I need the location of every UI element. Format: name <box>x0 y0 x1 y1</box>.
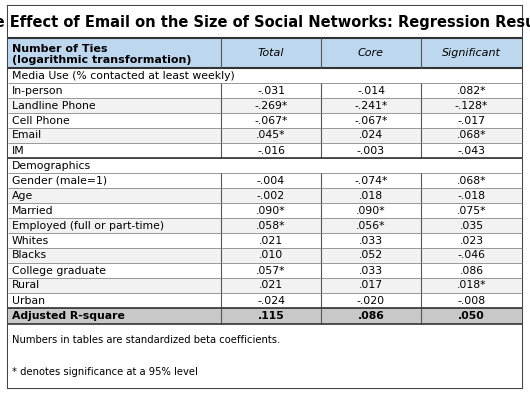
Text: .052: .052 <box>359 251 383 260</box>
Text: -.002: -.002 <box>257 191 285 201</box>
Bar <box>8 188 522 203</box>
Text: Rural: Rural <box>12 281 40 290</box>
Bar <box>8 308 522 324</box>
Text: Email: Email <box>12 130 42 141</box>
Text: .086: .086 <box>358 311 384 321</box>
Text: .057*: .057* <box>256 266 286 275</box>
Text: .035: .035 <box>460 221 483 230</box>
Text: Cell Phone: Cell Phone <box>12 115 70 126</box>
Text: .075*: .075* <box>457 206 486 216</box>
Text: * denotes significance at a 95% level: * denotes significance at a 95% level <box>12 367 198 377</box>
Text: The Effect of Email on the Size of Social Networks: Regression Results: The Effect of Email on the Size of Socia… <box>0 15 530 30</box>
Text: -.004: -.004 <box>257 175 285 186</box>
Text: Media Use (% contacted at least weekly): Media Use (% contacted at least weekly) <box>12 71 235 80</box>
Text: Married: Married <box>12 206 54 216</box>
Bar <box>8 263 522 278</box>
Text: .058*: .058* <box>256 221 286 230</box>
Text: -.024: -.024 <box>257 296 285 305</box>
Text: .090*: .090* <box>356 206 386 216</box>
Text: .068*: .068* <box>457 175 486 186</box>
Text: Adjusted R-square: Adjusted R-square <box>12 311 125 321</box>
Text: Gender (male=1): Gender (male=1) <box>12 175 107 186</box>
Text: College graduate: College graduate <box>12 266 106 275</box>
Text: Total: Total <box>258 48 284 58</box>
Text: Urban: Urban <box>12 296 45 305</box>
Bar <box>8 324 522 388</box>
Bar <box>8 203 522 218</box>
Text: .045*: .045* <box>256 130 286 141</box>
Bar <box>8 98 522 113</box>
Text: -.046: -.046 <box>457 251 485 260</box>
Text: -.043: -.043 <box>457 145 485 156</box>
Bar <box>8 113 522 128</box>
Text: .023: .023 <box>460 236 483 245</box>
Bar <box>8 278 522 293</box>
Text: Landline Phone: Landline Phone <box>12 100 95 110</box>
Text: -.016: -.016 <box>257 145 285 156</box>
Text: Numbers in tables are standardized beta coefficients.: Numbers in tables are standardized beta … <box>12 335 280 345</box>
Bar <box>8 158 522 173</box>
Text: Significant: Significant <box>442 48 501 58</box>
Text: -.031: -.031 <box>257 85 285 95</box>
Text: .010: .010 <box>259 251 283 260</box>
Text: .017: .017 <box>359 281 383 290</box>
Text: -.020: -.020 <box>357 296 385 305</box>
Text: .050: .050 <box>458 311 485 321</box>
Text: -.014: -.014 <box>357 85 385 95</box>
Bar <box>8 128 522 143</box>
Text: Core: Core <box>358 48 384 58</box>
Bar <box>8 233 522 248</box>
Text: .115: .115 <box>258 311 285 321</box>
Text: .021: .021 <box>259 236 283 245</box>
Text: IM: IM <box>12 145 25 156</box>
Bar <box>8 6 522 38</box>
Bar <box>8 143 522 158</box>
Text: .056*: .056* <box>356 221 386 230</box>
Text: .082*: .082* <box>457 85 486 95</box>
Text: Employed (full or part-time): Employed (full or part-time) <box>12 221 164 230</box>
Text: .018: .018 <box>359 191 383 201</box>
Text: (logarithmic transformation): (logarithmic transformation) <box>12 55 191 65</box>
Text: -.008: -.008 <box>457 296 485 305</box>
Bar <box>8 68 522 83</box>
Bar <box>8 38 522 68</box>
Text: -.269*: -.269* <box>254 100 288 110</box>
Text: .090*: .090* <box>256 206 286 216</box>
Text: .086: .086 <box>460 266 483 275</box>
Text: -.241*: -.241* <box>355 100 387 110</box>
Text: -.067*: -.067* <box>355 115 387 126</box>
Text: In-person: In-person <box>12 85 64 95</box>
Bar <box>8 293 522 308</box>
Text: -.018: -.018 <box>457 191 485 201</box>
Text: -.017: -.017 <box>457 115 485 126</box>
Text: .024: .024 <box>359 130 383 141</box>
Text: .033: .033 <box>359 236 383 245</box>
Text: Number of Ties: Number of Ties <box>12 44 108 54</box>
Bar <box>8 248 522 263</box>
Bar <box>8 218 522 233</box>
Text: .068*: .068* <box>457 130 486 141</box>
Text: Age: Age <box>12 191 33 201</box>
Text: Demographics: Demographics <box>12 160 91 171</box>
Text: -.128*: -.128* <box>455 100 488 110</box>
Text: Whites: Whites <box>12 236 49 245</box>
Text: Blacks: Blacks <box>12 251 47 260</box>
Bar <box>8 83 522 98</box>
Text: .018*: .018* <box>457 281 486 290</box>
Bar <box>8 173 522 188</box>
Text: -.003: -.003 <box>357 145 385 156</box>
Text: .021: .021 <box>259 281 283 290</box>
Text: .033: .033 <box>359 266 383 275</box>
Text: -.074*: -.074* <box>355 175 387 186</box>
Text: -.067*: -.067* <box>254 115 288 126</box>
